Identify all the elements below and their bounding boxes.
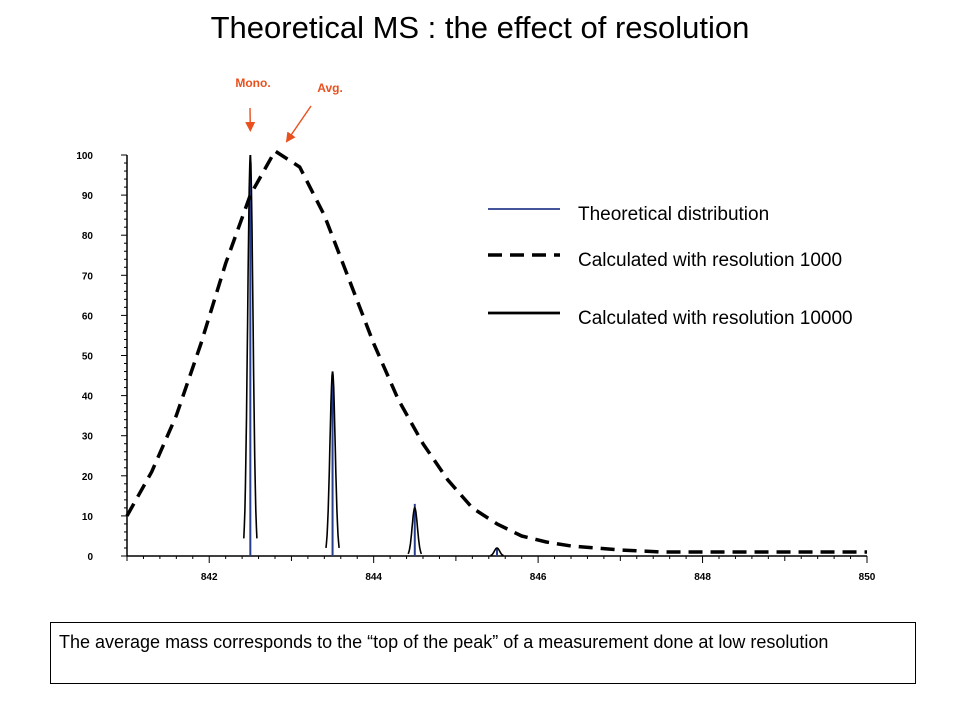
legend-label-3: Calculated with resolution 10000 [578,308,853,329]
annotation-avg-label: Avg. [317,81,343,95]
x-tick-label: 846 [530,572,547,583]
x-tick-label: 850 [859,572,876,583]
series-resolution-1000-curve [125,149,867,554]
y-tick-label: 80 [82,231,94,242]
y-tick-label: 50 [82,352,94,363]
series-resolution-10000-peak [243,154,258,539]
y-tick-label: 20 [82,472,94,483]
chart: 0 10 20 30 40 50 60 70 80 90 100 842 844 846 848 850 Mo… [76,76,876,583]
series-layer [125,149,867,557]
y-tick-label: 40 [82,392,94,403]
x-tick-label: 844 [365,572,382,583]
annotation-mono-label: Mono. [235,76,270,90]
y-tick-label: 10 [82,512,94,523]
y-tick-label: 60 [82,311,94,322]
y-tick-label: 90 [82,191,94,202]
caption-box: The average mass corresponds to the “top… [50,622,916,684]
series-resolution-10000-peak [325,371,340,548]
legend-label-1: Theoretical distribution [578,204,769,225]
y-tick-label: 70 [82,271,94,282]
annotation-avg-arrow [285,105,312,143]
page-title: Theoretical MS : the effect of resolutio… [210,10,750,45]
y-tick-label: 30 [82,432,94,443]
y-tick-label: 100 [76,151,93,162]
x-tick-label: 848 [694,572,711,583]
series-resolution-10000-peak [490,547,504,557]
y-tick-label: 0 [87,552,93,563]
annotations: Mono. Avg. [235,76,343,143]
legend-label-2: Calculated with resolution 1000 [578,250,842,271]
x-tick-label: 842 [201,572,218,583]
series-resolution-10000-peak [407,506,423,555]
legend: Theoretical distribution Calculated with … [488,204,853,329]
caption-text: The average mass corresponds to the “top… [59,632,829,652]
